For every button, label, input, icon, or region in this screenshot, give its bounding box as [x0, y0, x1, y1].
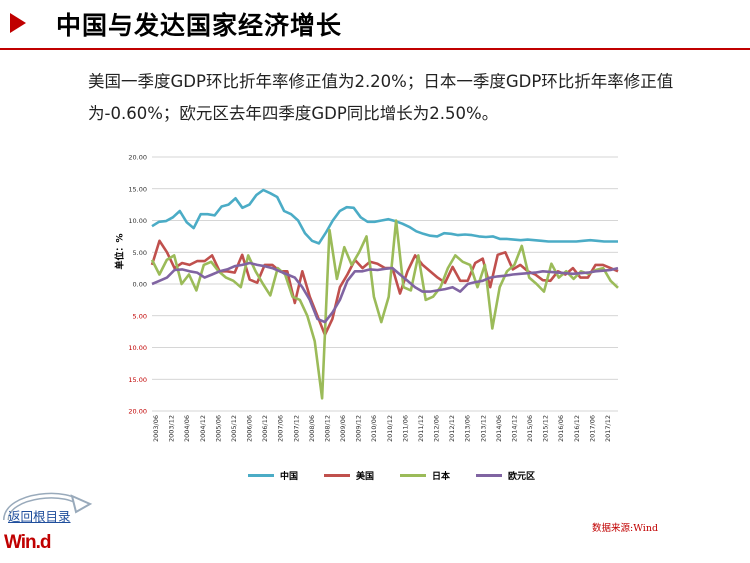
y-tick-label: 15.00	[128, 185, 147, 193]
legend-item-usa: 美国	[324, 469, 374, 482]
series-line-china	[151, 188, 618, 245]
x-tick-label: 2004/12	[199, 415, 207, 442]
x-tick-label: 2005/06	[214, 415, 222, 442]
series-line-euro	[151, 261, 619, 324]
title-bar: 中国与发达国家经济增长	[0, 0, 750, 50]
y-tick-label: 5.00	[133, 312, 147, 320]
x-tick-label: 2016/06	[557, 415, 565, 442]
x-tick-label: 2006/12	[261, 415, 269, 442]
series-line-usa	[150, 239, 619, 337]
x-tick-label: 2014/06	[495, 415, 503, 442]
legend-swatch	[248, 474, 274, 477]
legend-label: 日本	[432, 472, 451, 482]
wind-logo: Win.d	[4, 532, 52, 553]
x-tick-label: 2013/12	[479, 415, 487, 442]
x-tick-label: 2009/12	[355, 415, 363, 442]
y-tick-label: 15.00	[128, 376, 147, 384]
x-tick-label: 2008/12	[323, 415, 331, 442]
summary-text: 美国一季度GDP环比折年率修正值为2.20%；日本一季度GDP环比折年率修正值为…	[88, 72, 674, 123]
x-tick-label: 2011/06	[401, 415, 409, 442]
x-tick-label: 2007/12	[292, 415, 300, 442]
x-tick-label: 2010/06	[370, 415, 378, 442]
series-line-japan	[150, 219, 619, 400]
x-tick-label: 2014/12	[510, 415, 518, 442]
y-tick-label: 10.00	[128, 344, 147, 352]
x-tick-label: 2016/12	[573, 415, 581, 442]
x-tick-label: 2015/06	[526, 415, 534, 442]
y-tick-label: 10.00	[128, 217, 147, 225]
x-tick-label: 2003/12	[168, 415, 176, 442]
legend-swatch	[476, 474, 503, 477]
gdp-growth-chart: 20.00 15.00 10.00 5.00 0.00 5.00 10.00 15.00 20.…	[128, 154, 619, 442]
back-arrow-icon[interactable]	[0, 488, 95, 528]
x-tick-label: 2010/12	[386, 415, 394, 442]
legend-label: 欧元区	[508, 472, 536, 482]
x-tick-label: 2007/06	[277, 415, 285, 442]
legend-label: 中国	[280, 472, 299, 482]
x-tick-label: 2012/06	[433, 415, 441, 442]
legend-swatch	[400, 474, 427, 477]
chart-legend: 中国 美国 日本 欧元区	[248, 469, 561, 482]
x-tick-label: 2004/06	[183, 415, 191, 442]
legend-item-japan: 日本	[400, 469, 450, 482]
y-tick-label: 0.00	[133, 281, 147, 289]
x-tick-label: 2013/06	[464, 415, 472, 442]
legend-swatch	[324, 474, 351, 477]
x-tick-label: 2015/12	[542, 415, 550, 442]
y-tick-label: 20.00	[128, 154, 147, 162]
y-tick-label: 5.00	[133, 249, 147, 257]
back-to-root-link[interactable]: 返回根目录	[8, 509, 71, 524]
x-tick-label: 2012/12	[448, 415, 456, 442]
x-tick-label: 2008/06	[308, 415, 316, 442]
page-title: 中国与发达国家经济增长	[56, 11, 343, 40]
legend-item-china: 中国	[248, 469, 298, 482]
x-tick-label: 2003/06	[152, 415, 160, 442]
y-tick-label: 20.00	[128, 408, 147, 416]
y-axis-label: 单位：%	[115, 233, 126, 270]
legend-label: 美国	[356, 472, 375, 482]
x-tick-label: 2017/06	[588, 415, 596, 442]
data-source: 数据来源:Wind	[592, 523, 659, 534]
x-tick-label: 2017/12	[604, 415, 612, 442]
legend-item-euro: 欧元区	[476, 469, 535, 482]
title-arrow-icon	[10, 13, 26, 33]
x-tick-label: 2009/06	[339, 415, 347, 442]
x-tick-label: 2006/06	[246, 415, 254, 442]
x-tick-label: 2011/12	[417, 415, 425, 442]
x-tick-label: 2005/12	[230, 415, 238, 442]
